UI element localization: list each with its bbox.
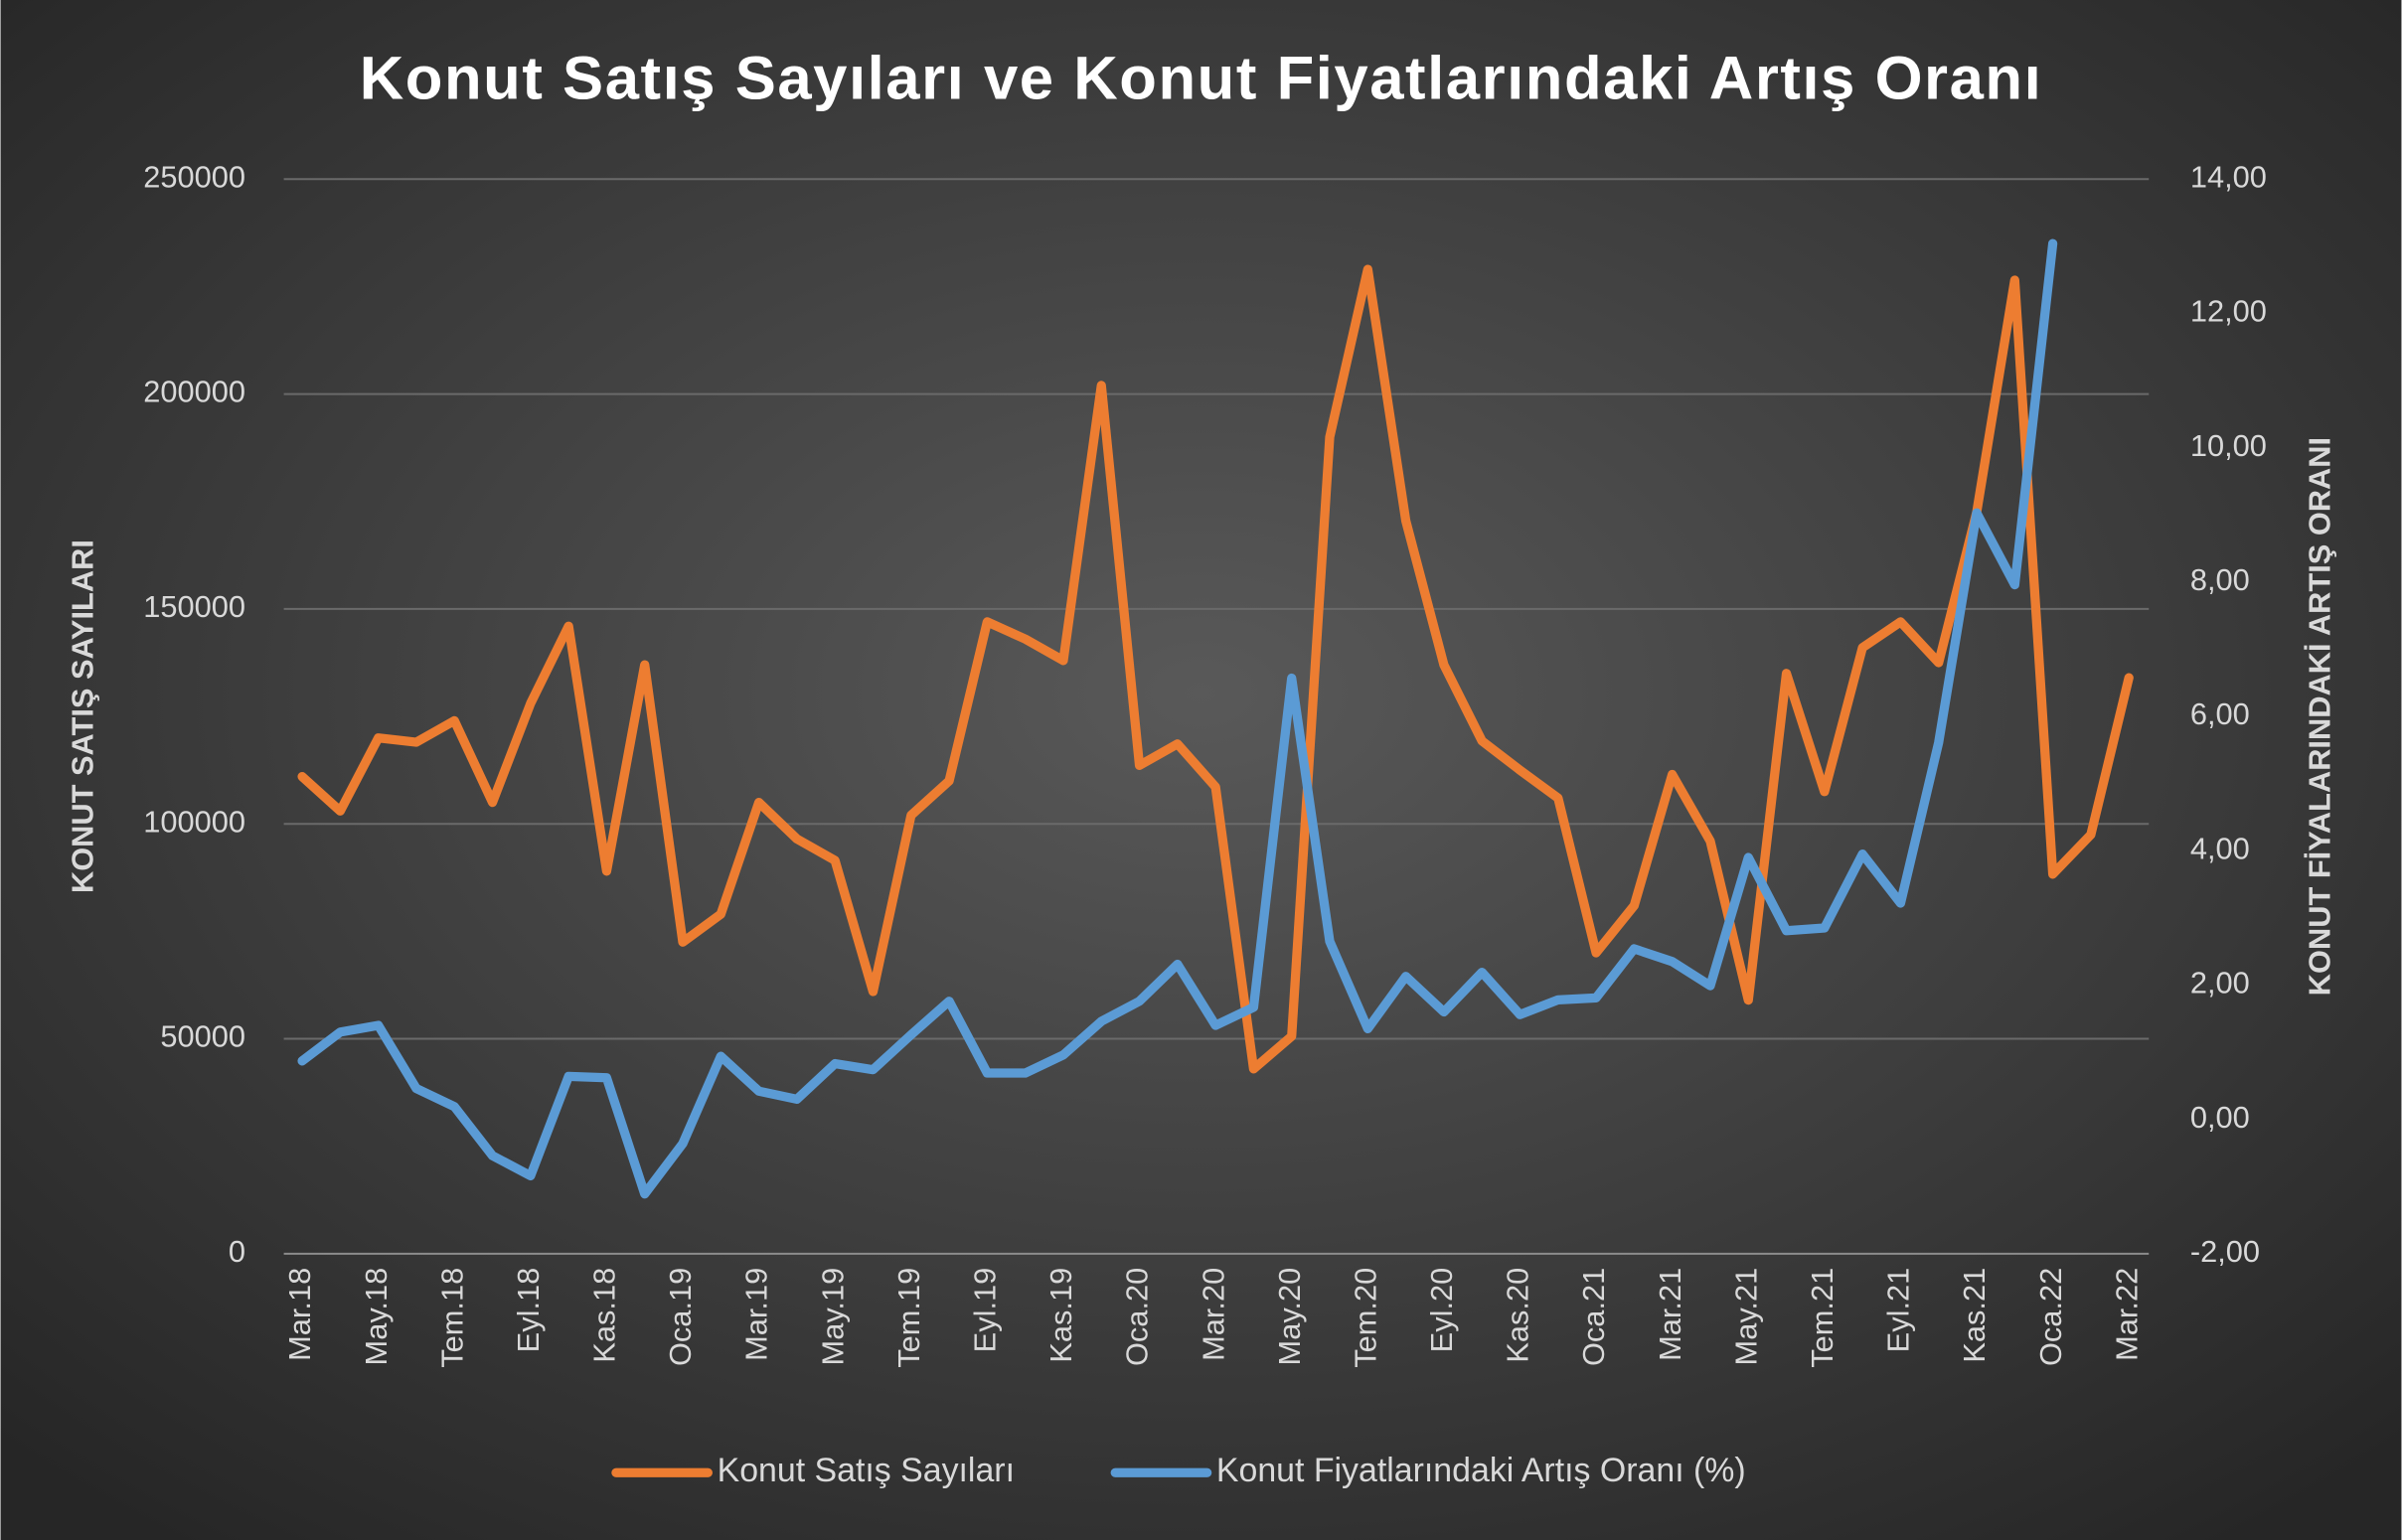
x-tick-label: Eyl.21 [1881, 1268, 1916, 1353]
x-tick-label: Eyl.18 [511, 1268, 546, 1353]
y-axis-title: KONUT SATIŞ SAYILARI [65, 539, 99, 893]
y2-axis-title: KONUT FİYALARINDAKİ ARTIŞ ORANI [2302, 437, 2336, 996]
x-tick-label: Kas.20 [1501, 1268, 1535, 1363]
x-tick-label: Eyl.20 [1424, 1268, 1459, 1353]
x-tick-label: Tem.20 [1348, 1268, 1382, 1368]
y2-tick-label: 12,00 [2190, 294, 2267, 329]
x-tick-label: Kas.19 [1043, 1268, 1078, 1363]
x-tick-label: Mar.21 [1653, 1268, 1687, 1361]
y-tick-label: 200000 [143, 375, 245, 409]
y2-tick-label: 2,00 [2190, 966, 2250, 1001]
x-tick-label: Tem.19 [891, 1268, 926, 1368]
x-tick-label: May.19 [815, 1268, 850, 1366]
series-line [297, 238, 2058, 1199]
x-tick-label: May.18 [359, 1268, 394, 1366]
x-tick-label: Mar.19 [739, 1268, 774, 1361]
x-tick-label: Mar.18 [282, 1268, 317, 1361]
x-tick-label: Mar.20 [1196, 1268, 1230, 1361]
y-tick-label: 0 [229, 1234, 245, 1269]
chart-title: Konut Satış Sayıları ve Konut Fiyatların… [360, 44, 2042, 112]
x-tick-label: Mar.22 [2109, 1268, 2144, 1361]
series-line [297, 264, 2134, 1074]
legend-label: Konut Fiyatlarındaki Artış Oranı (%) [1216, 1452, 1746, 1489]
x-tick-label: Kas.18 [587, 1268, 622, 1363]
y2-tick-label: -2,00 [2190, 1234, 2260, 1269]
x-tick-label: Eyl.19 [968, 1268, 1003, 1353]
y2-tick-label: 14,00 [2190, 159, 2267, 194]
x-tick-label: Kas.21 [1957, 1268, 1992, 1363]
y2-tick-label: 8,00 [2190, 562, 2250, 597]
y2-tick-label: 4,00 [2190, 831, 2250, 865]
x-tick-label: Tem.18 [434, 1268, 469, 1368]
y2-tick-label: 6,00 [2190, 696, 2250, 731]
x-tick-label: Tem.21 [1805, 1268, 1840, 1368]
x-tick-label: May.21 [1728, 1268, 1763, 1366]
x-tick-label: Oca.21 [1576, 1268, 1611, 1366]
x-tick-label: Oca.19 [663, 1268, 698, 1366]
y-tick-label: 50000 [160, 1019, 245, 1054]
y-tick-label: 250000 [143, 159, 245, 194]
x-tick-label: Oca.22 [2033, 1268, 2068, 1366]
x-tick-label: Oca.20 [1120, 1268, 1155, 1366]
y-tick-label: 100000 [143, 804, 245, 839]
x-tick-label: May.20 [1272, 1268, 1307, 1366]
y2-tick-label: 10,00 [2190, 428, 2267, 463]
y-tick-label: 150000 [143, 589, 245, 624]
legend-label: Konut Satış Sayıları [718, 1452, 1015, 1489]
y2-tick-label: 0,00 [2190, 1100, 2250, 1135]
